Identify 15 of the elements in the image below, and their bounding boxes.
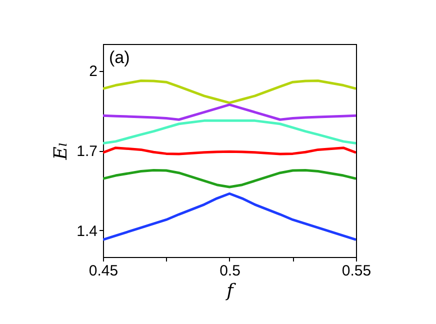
y-tick-label: 1.7 xyxy=(76,143,98,160)
x-axis-title: f xyxy=(224,280,237,302)
x-tick-label: 0.45 xyxy=(88,262,118,280)
line-series xyxy=(103,119,356,145)
y-tick-label: 2 xyxy=(89,63,98,80)
line-series xyxy=(103,192,356,241)
x-tick-label: 0.5 xyxy=(220,262,240,280)
annotation: (a) xyxy=(109,48,130,67)
line-series xyxy=(103,79,356,104)
y-tick-label: 1.4 xyxy=(76,222,98,240)
y-axis-title: Eₗ xyxy=(50,142,72,161)
line-series xyxy=(103,146,356,156)
line-series xyxy=(103,103,356,121)
x-tick-label: 0.55 xyxy=(342,262,372,280)
line-series xyxy=(103,168,356,188)
